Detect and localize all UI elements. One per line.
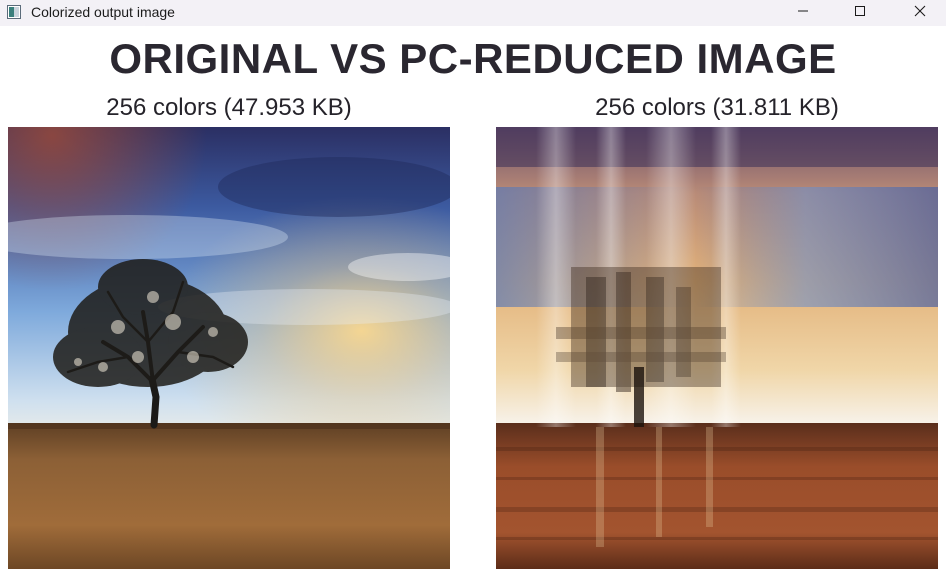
figure-title: ORIGINAL VS PC-REDUCED IMAGE (109, 35, 837, 82)
figure-canvas: ORIGINAL VS PC-REDUCED IMAGE 256 colors … (0, 26, 946, 577)
close-button[interactable] (897, 0, 943, 26)
close-icon (914, 4, 926, 22)
title-bar[interactable]: Colorized output image (0, 0, 946, 26)
app-image-icon (7, 5, 21, 19)
window-title: Colorized output image (31, 4, 175, 20)
maximize-icon (854, 4, 866, 22)
maximize-button[interactable] (837, 0, 883, 26)
original-image-caption: 256 colors (47.953 KB) (106, 94, 352, 121)
reduced-image-caption: 256 colors (31.811 KB) (595, 94, 839, 121)
minimize-icon (797, 4, 809, 22)
pc-reduced-image (496, 127, 938, 569)
minimize-button[interactable] (780, 0, 826, 26)
original-image (8, 127, 450, 569)
